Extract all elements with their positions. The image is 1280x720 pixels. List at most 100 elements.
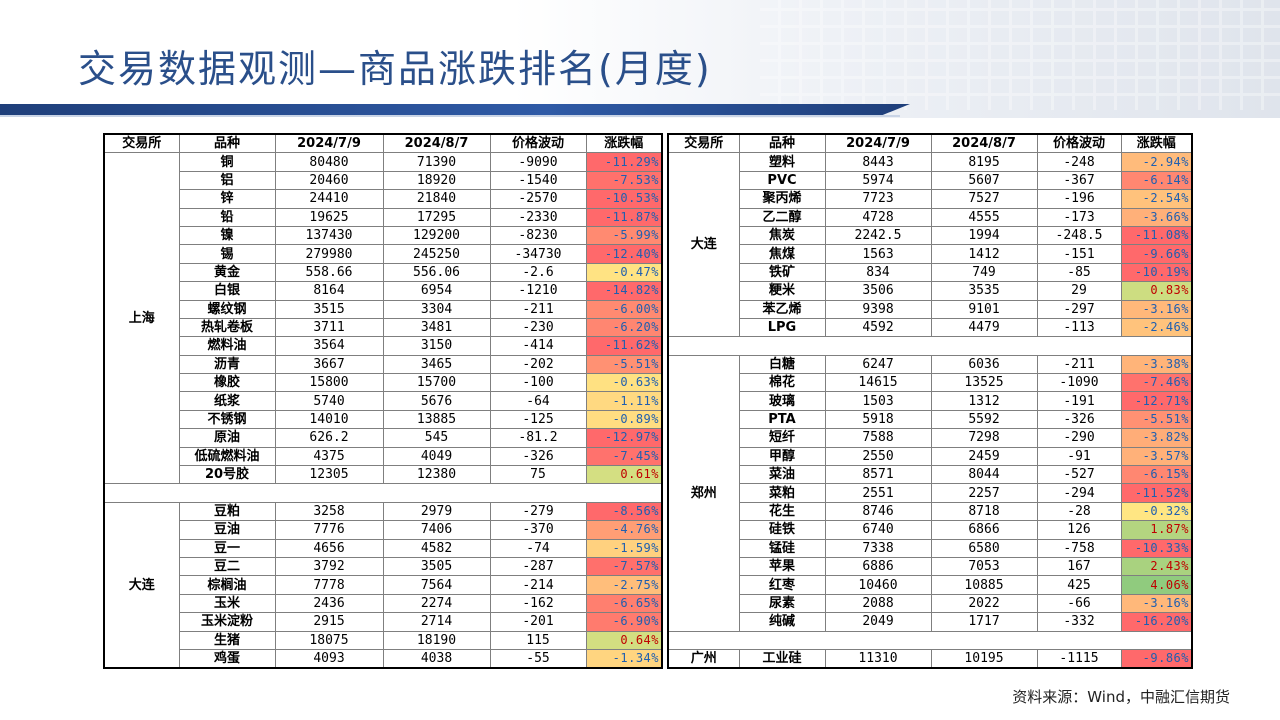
table-row: 玉米 2436 2274 -162 -6.65% — [104, 593, 663, 614]
price-change-cell: -214 — [489, 575, 587, 595]
header-product: 品种 — [738, 133, 826, 154]
pct-change-cell: -2.54% — [1120, 189, 1193, 209]
product-cell: 生猪 — [178, 630, 276, 650]
price-date2-cell: 13525 — [930, 373, 1038, 393]
header-date2: 2024/8/7 — [930, 133, 1038, 154]
pct-change-cell: -6.15% — [1120, 465, 1193, 485]
right-commodity-table: 交易所 品种 2024/7/9 2024/8/7 价格波动 涨跌幅 大连 塑料 84… — [667, 133, 1193, 670]
product-cell: 镍 — [178, 225, 276, 246]
price-change-cell: -211 — [1036, 354, 1122, 375]
price-date1-cell: 80480 — [274, 152, 384, 172]
pct-change-cell: -2.94% — [1120, 152, 1193, 172]
product-cell: 原油 — [178, 428, 276, 448]
table-row: 上海铜 80480 71390 -9090 -11.29% — [103, 152, 663, 485]
price-change-cell: -326 — [489, 446, 587, 467]
price-change-cell: -211 — [489, 299, 587, 319]
table-row: 菜粕 2551 2257 -294 -11.52% — [668, 483, 1193, 503]
price-date1-cell: 6740 — [824, 520, 932, 540]
price-change-cell: 75 — [489, 465, 587, 485]
price-date2-cell: 10195 — [930, 648, 1038, 669]
exchange-cell: 大连 — [103, 501, 180, 669]
price-date1-cell: 20460 — [274, 170, 384, 191]
price-change-cell: -74 — [489, 538, 587, 558]
pct-change-cell: -6.65% — [585, 593, 663, 614]
product-cell: 沥青 — [178, 354, 276, 375]
price-date1-cell: 5740 — [274, 391, 384, 411]
product-cell: 焦煤 — [738, 244, 826, 264]
pct-change-cell: -3.16% — [1120, 593, 1193, 614]
price-change-cell: -34730 — [489, 244, 587, 264]
price-change-cell: -64 — [489, 391, 587, 411]
price-change-cell: -332 — [1036, 612, 1122, 632]
price-change-cell: -758 — [1036, 538, 1122, 558]
pct-change-cell: -6.90% — [585, 612, 663, 632]
price-date2-cell: 8718 — [930, 501, 1038, 522]
header-decoration — [760, 0, 1280, 110]
table-row: 玉米淀粉 2915 2714 -201 -6.90% — [104, 612, 663, 632]
pct-change-cell: -3.16% — [1120, 299, 1193, 319]
price-change-cell: -28 — [1036, 501, 1122, 522]
price-change-cell: 29 — [1036, 281, 1122, 301]
product-cell: 锰硅 — [738, 538, 826, 558]
price-change-cell: -230 — [489, 317, 587, 338]
price-date2-cell: 1312 — [930, 391, 1038, 411]
price-date1-cell: 14010 — [274, 409, 384, 430]
table-row: 纸浆 5740 5676 -64 -1.11% — [104, 391, 663, 411]
pct-change-cell: 0.64% — [585, 630, 663, 650]
pct-change-cell: -6.14% — [1120, 170, 1193, 191]
price-change-cell: -113 — [1036, 317, 1122, 338]
table-row: 玻璃 1503 1312 -191 -12.71% — [668, 391, 1193, 411]
table-row: 粳米 3506 3535 29 0.83% — [668, 281, 1193, 301]
price-date1-cell: 3515 — [274, 299, 384, 319]
price-date1-cell: 2915 — [274, 612, 384, 632]
price-date1-cell: 4592 — [824, 317, 932, 338]
pct-change-cell: -5.51% — [1120, 409, 1193, 430]
price-date1-cell: 2049 — [824, 612, 932, 632]
price-date1-cell: 2436 — [274, 593, 384, 614]
price-date1-cell: 8443 — [824, 152, 932, 172]
price-date1-cell: 7723 — [824, 189, 932, 209]
price-change-cell: -248.5 — [1036, 225, 1122, 246]
product-cell: 铜 — [178, 152, 276, 172]
price-date2-cell: 7527 — [930, 189, 1038, 209]
price-change-cell: -125 — [489, 409, 587, 430]
header-exchange: 交易所 — [667, 133, 740, 154]
price-change-cell: -173 — [1036, 207, 1122, 227]
separator-cell — [667, 336, 1193, 356]
pct-change-cell: -11.29% — [585, 152, 663, 172]
price-change-cell: -202 — [489, 354, 587, 375]
header-change: 价格波动 — [489, 133, 587, 154]
product-cell: 苹果 — [738, 556, 826, 577]
price-date1-cell: 3258 — [274, 501, 384, 522]
pct-change-cell: 4.06% — [1120, 575, 1193, 595]
price-date2-cell: 6954 — [382, 281, 491, 301]
price-change-cell: -287 — [489, 556, 587, 577]
price-date1-cell: 2242.5 — [824, 225, 932, 246]
pct-change-cell: -1.34% — [585, 648, 663, 669]
pct-change-cell: -12.40% — [585, 244, 663, 264]
pct-change-cell: -7.45% — [585, 446, 663, 467]
price-change-cell: -290 — [1036, 428, 1122, 448]
product-cell: 鸡蛋 — [178, 648, 276, 669]
table-row: 热轧卷板 3711 3481 -230 -6.20% — [104, 317, 663, 338]
table-row: 聚丙烯 7723 7527 -196 -2.54% — [668, 189, 1193, 209]
price-date2-cell: 7406 — [382, 520, 491, 540]
price-date2-cell: 1994 — [930, 225, 1038, 246]
price-change-cell: -100 — [489, 373, 587, 393]
table-header-row: 交易所 品种 2024/7/9 2024/8/7 价格波动 涨跌幅 — [667, 133, 1193, 154]
product-cell: 硅铁 — [738, 520, 826, 540]
table-row: 棉花 14615 13525 -1090 -7.46% — [668, 373, 1193, 393]
group-separator-row — [103, 483, 663, 503]
table-row: 焦煤 1563 1412 -151 -9.66% — [668, 244, 1193, 264]
price-date1-cell: 5974 — [824, 170, 932, 191]
separator-cell — [667, 630, 1193, 650]
table-row: 菜油 8571 8044 -527 -6.15% — [668, 465, 1193, 485]
price-date1-cell: 279980 — [274, 244, 384, 264]
price-date1-cell: 4093 — [274, 648, 384, 669]
price-date2-cell: 4479 — [930, 317, 1038, 338]
price-date2-cell: 8195 — [930, 152, 1038, 172]
price-date2-cell: 245250 — [382, 244, 491, 264]
table-row: 纯碱 2049 1717 -332 -16.20% — [668, 612, 1193, 632]
price-change-cell: 126 — [1036, 520, 1122, 540]
price-date2-cell: 9101 — [930, 299, 1038, 319]
